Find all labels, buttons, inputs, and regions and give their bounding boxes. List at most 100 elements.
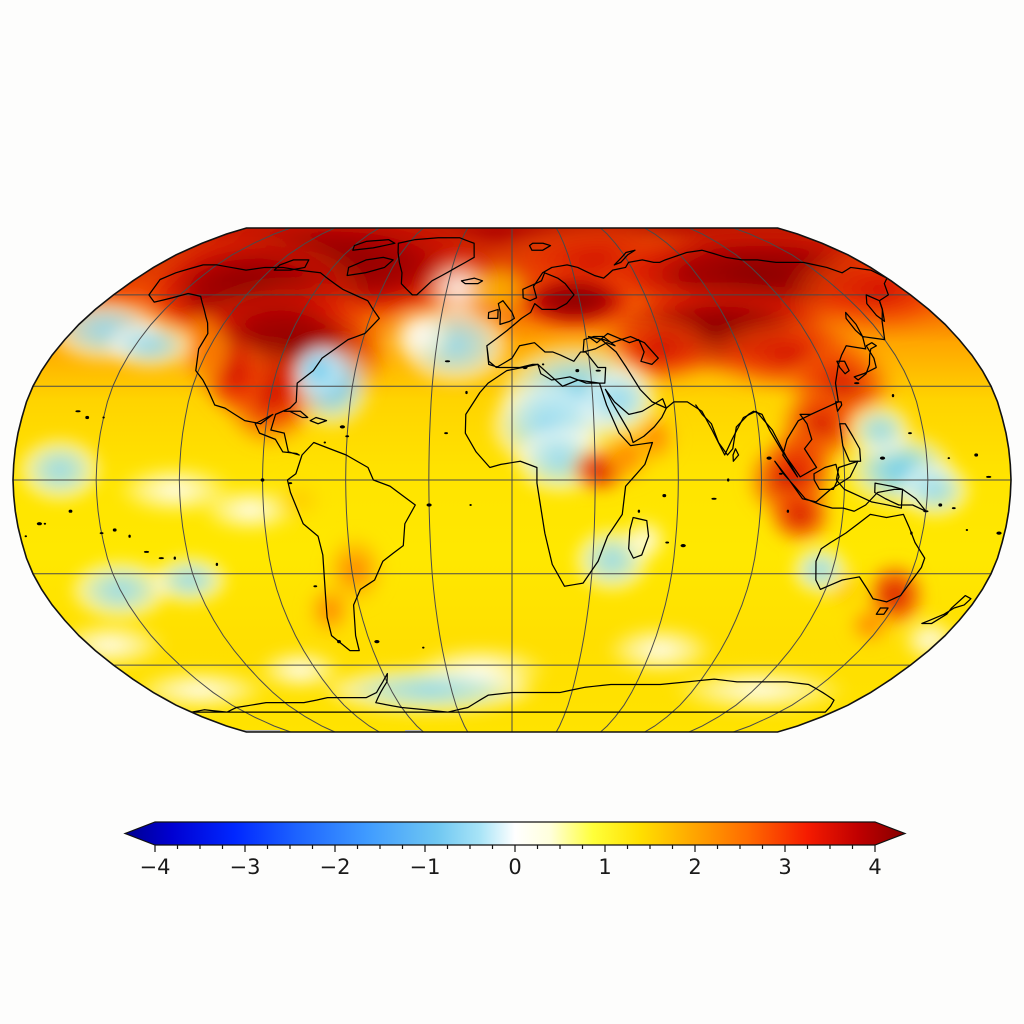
- island-marker: [996, 531, 1002, 535]
- coastline-iceland: [460, 277, 484, 285]
- island-marker: [910, 531, 913, 535]
- coastline-madagascar: [628, 516, 650, 559]
- island-marker: [43, 522, 47, 525]
- coastline-arabia: [604, 388, 667, 444]
- island-marker: [128, 534, 131, 538]
- map-outline: [12, 227, 1012, 733]
- longitude-line--60: [345, 228, 424, 732]
- coastline-philippines: [839, 423, 862, 462]
- coastline-greenland: [397, 237, 475, 296]
- island-marker: [75, 410, 81, 413]
- longitude-line--30: [428, 228, 469, 732]
- island-marker: [158, 557, 164, 560]
- longitude-line-30: [555, 228, 596, 732]
- island-marker: [879, 456, 886, 460]
- coastline-newzealand: [921, 594, 972, 625]
- island-marker: [854, 382, 860, 385]
- island-marker: [469, 504, 472, 506]
- coastline-blacksea: [582, 335, 616, 353]
- colorbar-gradient-bar[interactable]: [123, 821, 907, 846]
- coastline-baffin: [346, 256, 394, 277]
- island-marker: [422, 646, 425, 649]
- island-marker: [711, 497, 717, 500]
- island-marker: [974, 453, 979, 457]
- colorbar-tick-label--3: −3: [230, 855, 261, 879]
- colorbar-svg[interactable]: −4 −3 −2 −1 0 1 2 3 4: [0, 812, 1024, 892]
- island-marker: [522, 365, 528, 370]
- coastline-korea: [836, 360, 850, 375]
- colorbar-ticks: [154, 845, 876, 852]
- island-marker: [965, 529, 969, 531]
- island-marker: [541, 363, 545, 366]
- island-marker: [426, 503, 432, 507]
- island-marker: [766, 456, 772, 460]
- island-marker: [345, 435, 350, 438]
- island-marker: [339, 425, 345, 429]
- coastline-cuba2: [309, 416, 328, 425]
- coastline-victoria: [273, 259, 310, 271]
- map-svg: [12, 227, 1012, 733]
- island-marker: [24, 535, 27, 538]
- island-marker: [465, 390, 468, 395]
- map-panel: [0, 170, 1024, 810]
- coastline-tasmania: [875, 607, 889, 615]
- coastline-kamchatka: [865, 294, 886, 323]
- colorbar-tick-label--4: −4: [140, 855, 171, 879]
- island-marker: [85, 415, 90, 420]
- coastline-antarctica: [190, 672, 835, 713]
- colorbar-tick-label-1: 1: [598, 855, 611, 879]
- island-marker: [786, 509, 790, 513]
- island-marker: [288, 482, 293, 485]
- coastline-britain: [497, 300, 515, 325]
- island-marker: [143, 550, 150, 553]
- coastline-svalbard: [528, 242, 552, 251]
- colorbar-tick-label--2: −2: [320, 855, 351, 879]
- island-marker: [662, 494, 667, 498]
- longitude-lines: [95, 228, 929, 732]
- island-marker: [68, 509, 73, 513]
- island-marker: [947, 457, 950, 460]
- coastline-novaya: [613, 249, 636, 266]
- island-marker: [337, 640, 341, 644]
- island-marker: [323, 441, 326, 444]
- colorbar-panel[interactable]: −4 −3 −2 −1 0 1 2 3 4: [0, 812, 1024, 892]
- island-marker: [444, 360, 451, 363]
- island-marker: [595, 369, 601, 372]
- longitude-line-60: [600, 228, 679, 732]
- longitude-line--150: [95, 228, 291, 732]
- coastline-taiwan: [835, 401, 843, 412]
- coastline-ireland: [487, 308, 499, 320]
- island-marker: [986, 475, 992, 478]
- coastline-borneo-extra: [813, 463, 840, 490]
- colorbar-tick-label-4: 4: [868, 855, 881, 879]
- island-marker: [102, 416, 105, 419]
- island-marker: [260, 478, 265, 482]
- island-marker: [215, 562, 219, 566]
- coastline-caribbean: [283, 410, 309, 419]
- island-marker: [938, 503, 943, 507]
- coastline-indonesia: [774, 460, 904, 512]
- missing-data-patches: [150, 730, 421, 732]
- coastline-japan: [853, 342, 877, 381]
- colorbar-tick-label-0: 0: [508, 855, 521, 879]
- island-marker: [173, 556, 176, 560]
- longitude-line-90: [644, 228, 763, 732]
- island-marker: [891, 394, 895, 398]
- island-marker: [112, 528, 117, 532]
- island-marker: [374, 640, 380, 644]
- coastline-eurasia: [486, 249, 889, 478]
- island-marker: [908, 432, 912, 435]
- coastline-ellesmere: [352, 238, 396, 251]
- coastline-india: [695, 404, 818, 478]
- coastline-sakhalin: [845, 311, 864, 338]
- island-marker: [99, 532, 104, 535]
- colorbar-tick-label-3: 3: [778, 855, 791, 879]
- colorbar-tick-labels: −4 −3 −2 −1 0 1 2 3 4: [140, 855, 882, 879]
- coastline-srilanka: [732, 448, 740, 462]
- island-marker: [778, 472, 783, 475]
- coastlines: [24, 237, 1002, 713]
- island-marker: [727, 478, 730, 482]
- island-marker: [444, 432, 448, 435]
- island-marker: [313, 585, 318, 588]
- island-marker: [680, 544, 686, 548]
